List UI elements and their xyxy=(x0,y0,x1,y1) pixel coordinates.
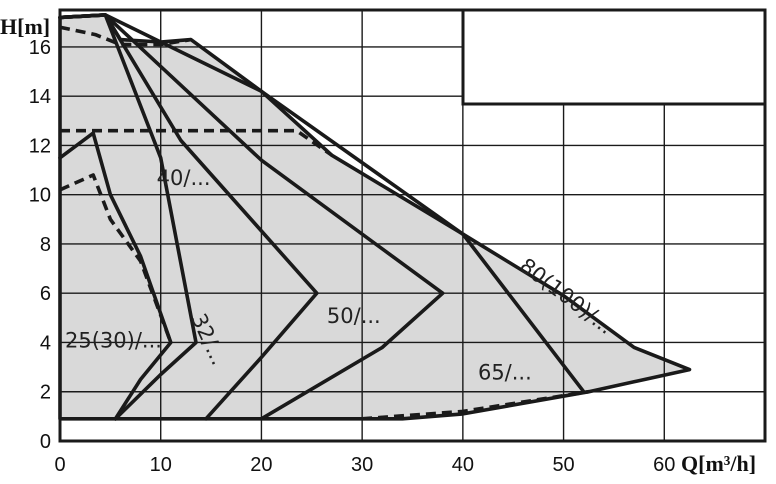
y-tick-label: 0 xyxy=(40,431,51,453)
legend-box xyxy=(461,8,767,106)
curves-layer xyxy=(58,13,590,421)
series-label: 25(30)/... xyxy=(65,328,162,352)
envelope-area xyxy=(58,13,692,421)
envelope-layer xyxy=(58,13,692,421)
curve-65 xyxy=(58,13,586,394)
tick-labels-layer: 0 10 20 30 40 50 60 0 2 4 6 8 10 12 14 16 xyxy=(29,37,676,476)
y-tick-label: 4 xyxy=(40,332,51,354)
x-tick-label: 60 xyxy=(653,454,675,476)
y-tick-label: 14 xyxy=(29,86,51,108)
curve-80-100-dashed xyxy=(60,128,333,157)
y-tick-label: 6 xyxy=(40,283,51,305)
series-label: 65/... xyxy=(478,360,532,384)
y-tick-label: 12 xyxy=(29,135,51,157)
x-tick-label: 10 xyxy=(150,454,172,476)
x-tick-label: 40 xyxy=(452,454,474,476)
y-tick-label: 10 xyxy=(29,185,51,207)
curve-80-100-dashed xyxy=(361,389,590,421)
x-tick-label: 0 xyxy=(54,454,65,476)
plot-frame xyxy=(58,8,767,443)
y-tick-label: 16 xyxy=(29,37,51,59)
curve-25-30-dashed xyxy=(59,173,173,344)
series-label: 40/... xyxy=(157,166,211,190)
x-tick-label: 50 xyxy=(552,454,574,476)
x-tick-label: 30 xyxy=(351,454,373,476)
x-tick-label: 20 xyxy=(250,454,272,476)
curve-25-30 xyxy=(58,131,173,421)
curve-65-dashed xyxy=(59,25,192,47)
y-tick-label: 2 xyxy=(40,382,51,404)
series-label: 50/... xyxy=(327,304,381,328)
x-axis-title: Q[m³/h] xyxy=(681,451,756,476)
y-tick-label: 8 xyxy=(40,234,51,256)
y-axis-title: H[m] xyxy=(0,14,50,39)
